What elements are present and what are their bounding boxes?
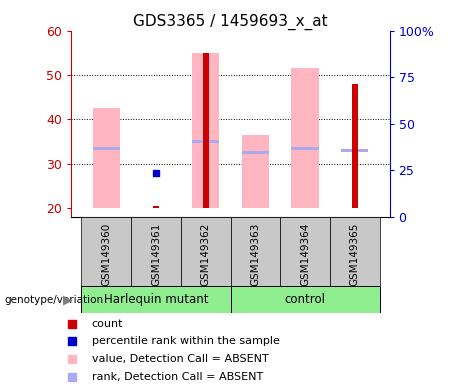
Bar [242,151,269,154]
Bar [280,217,330,286]
Bar [203,53,209,208]
Bar [192,140,219,143]
Bar [181,217,230,286]
Text: percentile rank within the sample: percentile rank within the sample [92,336,279,346]
Text: count: count [92,319,123,329]
Text: rank, Detection Call = ABSENT: rank, Detection Call = ABSENT [92,372,263,382]
Bar [93,108,120,208]
Bar [93,147,120,149]
Text: Harlequin mutant: Harlequin mutant [104,293,208,306]
Bar [341,149,368,152]
Bar [330,217,379,286]
Text: GSM149360: GSM149360 [101,222,111,286]
Text: GDS3365 / 1459693_x_at: GDS3365 / 1459693_x_at [133,13,328,30]
Text: control: control [284,293,325,306]
Bar [131,217,181,286]
Text: GSM149364: GSM149364 [300,222,310,286]
Bar [291,147,319,149]
Bar [352,84,358,208]
Bar [230,217,280,286]
Text: value, Detection Call = ABSENT: value, Detection Call = ABSENT [92,354,268,364]
Text: ▶: ▶ [64,293,73,306]
Bar [153,206,159,208]
Text: genotype/variation: genotype/variation [5,295,104,305]
Bar [291,68,319,208]
Bar [242,135,269,208]
Text: GSM149363: GSM149363 [250,222,260,286]
Text: GSM149365: GSM149365 [350,222,360,286]
Bar [82,217,131,286]
Text: GSM149362: GSM149362 [201,222,211,286]
Text: GSM149361: GSM149361 [151,222,161,286]
Bar [82,286,230,313]
Bar [230,286,379,313]
Bar [192,53,219,208]
